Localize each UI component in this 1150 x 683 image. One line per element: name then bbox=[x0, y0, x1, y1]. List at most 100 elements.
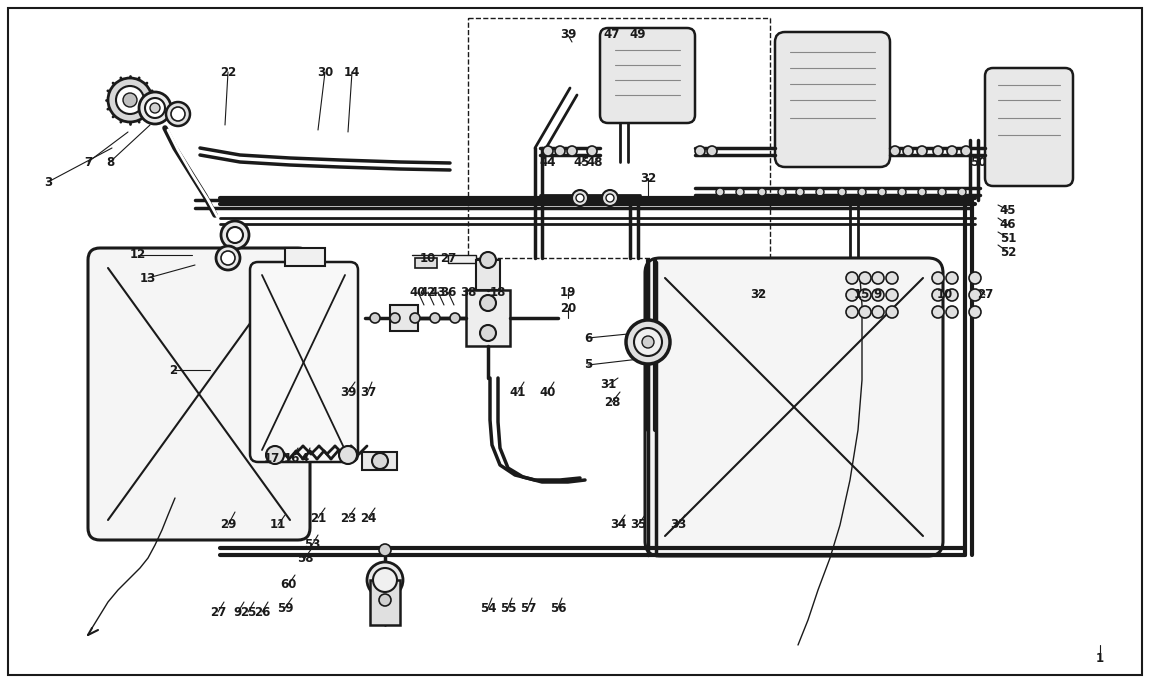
Circle shape bbox=[150, 103, 160, 113]
Bar bbox=[285, 248, 325, 266]
Circle shape bbox=[846, 306, 858, 318]
Bar bbox=[370, 580, 400, 625]
Text: 27: 27 bbox=[209, 606, 227, 619]
Circle shape bbox=[886, 306, 898, 318]
Text: 6: 6 bbox=[584, 331, 592, 344]
Circle shape bbox=[958, 188, 966, 196]
Circle shape bbox=[707, 146, 716, 156]
Circle shape bbox=[480, 325, 496, 341]
Circle shape bbox=[938, 188, 946, 196]
Circle shape bbox=[946, 272, 958, 284]
Circle shape bbox=[969, 272, 981, 284]
Circle shape bbox=[576, 194, 584, 202]
Text: 1: 1 bbox=[1096, 652, 1104, 665]
Text: 50: 50 bbox=[969, 156, 987, 169]
Text: 45: 45 bbox=[574, 156, 590, 169]
Circle shape bbox=[371, 453, 388, 469]
Text: 11: 11 bbox=[270, 518, 286, 531]
Circle shape bbox=[932, 306, 944, 318]
FancyBboxPatch shape bbox=[250, 262, 358, 462]
Text: 52: 52 bbox=[999, 245, 1017, 258]
Circle shape bbox=[572, 190, 588, 206]
Text: 45: 45 bbox=[999, 204, 1017, 217]
Circle shape bbox=[877, 188, 886, 196]
Text: 9: 9 bbox=[233, 606, 243, 619]
Circle shape bbox=[390, 313, 400, 323]
Text: 22: 22 bbox=[220, 66, 236, 79]
FancyBboxPatch shape bbox=[600, 28, 695, 123]
Circle shape bbox=[838, 188, 846, 196]
Circle shape bbox=[606, 194, 614, 202]
Circle shape bbox=[450, 313, 460, 323]
Circle shape bbox=[221, 251, 235, 265]
Text: 19: 19 bbox=[560, 285, 576, 298]
Text: 26: 26 bbox=[254, 606, 270, 619]
Text: 8: 8 bbox=[106, 156, 114, 169]
Text: 25: 25 bbox=[240, 606, 256, 619]
Text: 47: 47 bbox=[604, 29, 620, 42]
Text: 40: 40 bbox=[539, 385, 557, 398]
Text: 35: 35 bbox=[630, 518, 646, 531]
Text: 23: 23 bbox=[340, 512, 356, 525]
Text: 9: 9 bbox=[874, 288, 882, 301]
Bar bbox=[390, 305, 417, 331]
Bar bbox=[468, 18, 770, 258]
Text: 46: 46 bbox=[999, 219, 1017, 232]
Text: 27: 27 bbox=[976, 288, 994, 301]
Text: 48: 48 bbox=[586, 156, 604, 169]
Text: 39: 39 bbox=[560, 29, 576, 42]
Text: 32: 32 bbox=[750, 288, 766, 301]
Text: 45: 45 bbox=[810, 193, 826, 206]
Circle shape bbox=[779, 188, 785, 196]
Circle shape bbox=[116, 86, 144, 114]
Circle shape bbox=[890, 146, 900, 156]
FancyBboxPatch shape bbox=[89, 248, 310, 540]
Text: 58: 58 bbox=[297, 551, 313, 565]
Circle shape bbox=[373, 568, 397, 592]
Circle shape bbox=[903, 146, 913, 156]
Circle shape bbox=[872, 272, 884, 284]
Text: 17: 17 bbox=[263, 451, 281, 464]
Circle shape bbox=[227, 227, 243, 243]
Circle shape bbox=[430, 313, 440, 323]
Circle shape bbox=[626, 320, 670, 364]
Circle shape bbox=[846, 272, 858, 284]
Text: 15: 15 bbox=[853, 288, 871, 301]
Text: 18: 18 bbox=[490, 285, 506, 298]
Text: 13: 13 bbox=[140, 272, 156, 285]
Circle shape bbox=[969, 289, 981, 301]
Circle shape bbox=[932, 289, 944, 301]
Text: 28: 28 bbox=[604, 395, 620, 408]
Circle shape bbox=[601, 190, 618, 206]
Text: 59: 59 bbox=[277, 602, 293, 615]
Circle shape bbox=[480, 295, 496, 311]
Text: 38: 38 bbox=[460, 285, 476, 298]
Circle shape bbox=[166, 102, 190, 126]
Text: 32: 32 bbox=[639, 171, 657, 184]
Text: 29: 29 bbox=[220, 518, 236, 531]
Text: 10: 10 bbox=[420, 251, 436, 264]
Text: 12: 12 bbox=[130, 249, 146, 262]
FancyBboxPatch shape bbox=[986, 68, 1073, 186]
Text: 43: 43 bbox=[430, 285, 446, 298]
Circle shape bbox=[917, 146, 927, 156]
Text: 41: 41 bbox=[509, 385, 527, 398]
Text: 34: 34 bbox=[610, 518, 627, 531]
Circle shape bbox=[171, 107, 185, 121]
Text: 10: 10 bbox=[937, 288, 953, 301]
Text: 30: 30 bbox=[317, 66, 334, 79]
Text: 16: 16 bbox=[284, 451, 300, 464]
Circle shape bbox=[216, 246, 240, 270]
Text: 44: 44 bbox=[539, 156, 557, 169]
Text: 51: 51 bbox=[999, 232, 1017, 245]
Circle shape bbox=[796, 188, 804, 196]
Bar bbox=[466, 290, 509, 346]
Circle shape bbox=[946, 146, 957, 156]
Circle shape bbox=[634, 328, 662, 356]
Circle shape bbox=[969, 306, 981, 318]
Bar bbox=[415, 258, 437, 268]
Circle shape bbox=[736, 188, 744, 196]
Text: 42: 42 bbox=[420, 285, 436, 298]
Circle shape bbox=[221, 221, 250, 249]
Text: 5: 5 bbox=[584, 359, 592, 372]
